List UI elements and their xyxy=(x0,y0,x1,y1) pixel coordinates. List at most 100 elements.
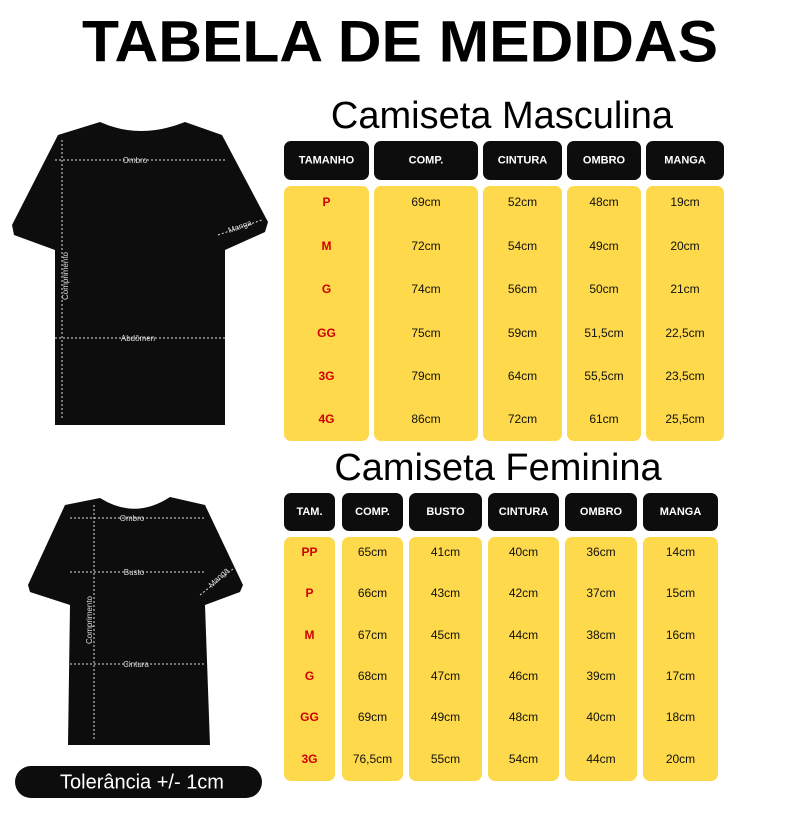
measure: 18cm xyxy=(666,710,695,724)
header-cell xyxy=(374,141,478,180)
header-cell xyxy=(284,493,335,531)
male-title: Camiseta Masculina xyxy=(331,95,674,137)
size-label: G xyxy=(305,669,314,683)
measure: 20cm xyxy=(670,239,699,253)
measure: 72cm xyxy=(508,412,537,426)
measure: 15cm xyxy=(666,586,695,600)
header-cell xyxy=(488,493,559,531)
shirt-label: Ombro xyxy=(123,156,148,165)
header-cell xyxy=(284,141,369,180)
page-title: TABELA DE MEDIDAS xyxy=(82,9,718,74)
column-header: COMP. xyxy=(355,506,390,518)
measure: 43cm xyxy=(431,586,460,600)
footer-pill xyxy=(15,766,262,798)
measure: 46cm xyxy=(509,669,538,683)
measure: 20cm xyxy=(666,752,695,766)
column-body xyxy=(483,186,562,441)
size-label: 3G xyxy=(301,752,317,766)
measure: 21cm xyxy=(670,282,699,296)
measure: 44cm xyxy=(509,628,538,642)
column-body xyxy=(342,537,403,781)
header-cell xyxy=(342,493,403,531)
column-header: BUSTO xyxy=(426,506,465,518)
measure: 69cm xyxy=(358,710,387,724)
measure: 41cm xyxy=(431,545,460,559)
column-body xyxy=(488,537,559,781)
column-header: OMBRO xyxy=(580,506,623,518)
female-title: Camiseta Feminina xyxy=(334,447,662,489)
measure: 50cm xyxy=(589,282,618,296)
measure: 67cm xyxy=(358,628,387,642)
measure: 22,5cm xyxy=(665,326,704,340)
column-header: OMBRO xyxy=(583,154,626,166)
measure: 74cm xyxy=(411,282,440,296)
measure: 23,5cm xyxy=(665,369,704,383)
measure: 40cm xyxy=(586,710,615,724)
measure: 37cm xyxy=(586,586,615,600)
footer: Tolerância +/- 1cm xyxy=(60,771,224,793)
size-label: G xyxy=(322,282,331,296)
measure: 52cm xyxy=(508,195,537,209)
measure: 86cm xyxy=(411,412,440,426)
measure: 68cm xyxy=(358,669,387,683)
measure: 79cm xyxy=(411,369,440,383)
measure: 45cm xyxy=(431,628,460,642)
measure: 72cm xyxy=(411,239,440,253)
measure: 19cm xyxy=(670,195,699,209)
female-shirt: Ombro Busto Manga Comprimento Cintura xyxy=(28,497,243,745)
column-header: COMP. xyxy=(409,154,444,166)
header-cell xyxy=(483,141,562,180)
size-label: PP xyxy=(301,545,317,559)
measure: 48cm xyxy=(509,710,538,724)
column-header: TAMANHO xyxy=(299,154,355,166)
column-body xyxy=(409,537,482,781)
measure: 76,5cm xyxy=(353,752,392,766)
shirt-label: Comprimento xyxy=(85,595,94,644)
measure: 49cm xyxy=(589,239,618,253)
shirt-label: Abdômen xyxy=(121,334,155,343)
column-body xyxy=(567,186,641,441)
measure: 39cm xyxy=(586,669,615,683)
measure: 55cm xyxy=(431,752,460,766)
measure: 36cm xyxy=(586,545,615,559)
measure: 25,5cm xyxy=(665,412,704,426)
measure: 40cm xyxy=(509,545,538,559)
measure: 54cm xyxy=(508,239,537,253)
shirt-label: Cintura xyxy=(123,660,149,669)
size-label: M xyxy=(322,239,332,253)
measure: 47cm xyxy=(431,669,460,683)
header-cell xyxy=(565,493,637,531)
size-label: 3G xyxy=(318,369,334,383)
measure: 56cm xyxy=(508,282,537,296)
header-cell xyxy=(646,141,724,180)
column-header: TAM. xyxy=(296,506,322,518)
column-body xyxy=(643,537,718,781)
measure: 69cm xyxy=(411,195,440,209)
measure: 16cm xyxy=(666,628,695,642)
measure: 49cm xyxy=(431,710,460,724)
measure: 44cm xyxy=(586,752,615,766)
header-cell xyxy=(643,493,718,531)
measure: 75cm xyxy=(411,326,440,340)
measure: 38cm xyxy=(586,628,615,642)
measure: 17cm xyxy=(666,669,695,683)
measure: 14cm xyxy=(666,545,695,559)
column-header: CINTURA xyxy=(499,506,549,518)
male-shirt: Ombro Manga Comprimento Abdômen xyxy=(12,122,268,425)
column-body xyxy=(374,186,478,441)
header-cell xyxy=(409,493,482,531)
column-body xyxy=(646,186,724,441)
measure: 42cm xyxy=(509,586,538,600)
measure: 55,5cm xyxy=(584,369,623,383)
column-header: MANGA xyxy=(664,154,706,166)
column-body xyxy=(284,537,335,781)
shirt-label: Comprimento xyxy=(61,251,70,300)
column-body xyxy=(284,186,369,441)
measure: 59cm xyxy=(508,326,537,340)
header-cell xyxy=(567,141,641,180)
measure: 48cm xyxy=(589,195,618,209)
size-label: 4G xyxy=(318,412,334,426)
shirt-label: Ombro xyxy=(120,514,145,523)
size-label: GG xyxy=(300,710,319,724)
